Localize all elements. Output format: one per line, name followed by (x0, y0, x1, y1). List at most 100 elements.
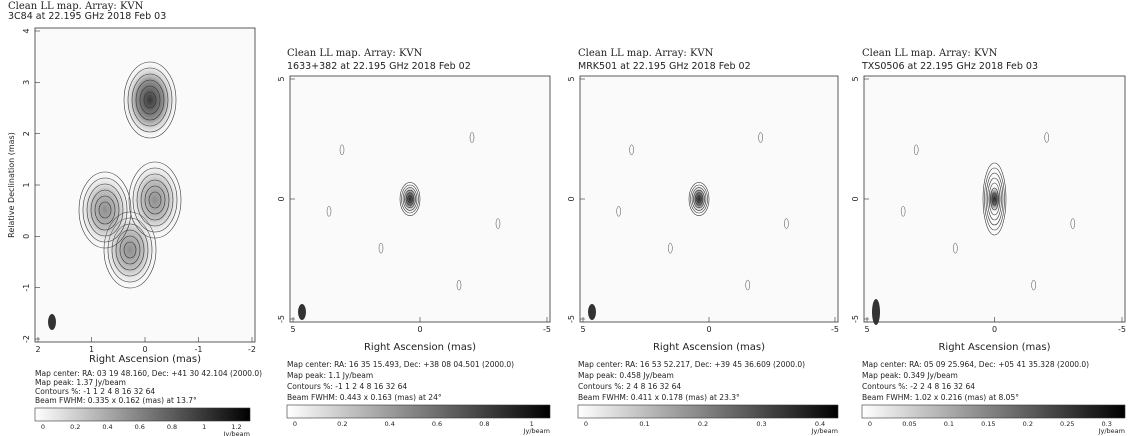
contour (144, 185, 166, 215)
source-glow (127, 160, 183, 240)
beam (872, 299, 880, 325)
y-tick-label: -5 (567, 315, 576, 323)
colorbar-tick: 0.2 (70, 423, 80, 431)
contour (378, 242, 384, 254)
x-tick-label: 0 (142, 345, 147, 354)
contour (988, 182, 1001, 216)
x-tick-label: 0 (992, 325, 997, 334)
panel-subtitle: TXS0506 at 22.195 GHz 2018 Feb 03 (861, 61, 1038, 72)
contour (115, 229, 145, 271)
map-info: Map peak: 0.458 Jy/beam (578, 371, 674, 380)
x-tick-label: 5 (580, 325, 585, 334)
contour (405, 192, 415, 206)
contour (339, 144, 345, 156)
contour (123, 61, 177, 139)
colorbar-unit: Jy/beam (1098, 427, 1125, 435)
colorbar-unit: Jy/beam (811, 427, 838, 435)
panel-subtitle: 3C84 at 22.195 GHz 2018 Feb 03 (8, 11, 166, 22)
contour (326, 206, 332, 217)
colorbar-tick: 0.4 (385, 420, 395, 428)
contour (407, 195, 413, 203)
contour (401, 184, 419, 214)
contour (119, 235, 141, 265)
contour (94, 195, 116, 225)
colorbar-tick: 0.05 (902, 420, 916, 428)
colorbar-tick: 0.8 (167, 423, 177, 431)
y-tick-label: 0 (851, 196, 860, 201)
colorbar (286, 404, 551, 419)
contour (148, 191, 162, 209)
contour (86, 183, 124, 237)
contour (127, 67, 173, 133)
colorbar-tick: 0.2 (337, 420, 347, 428)
contour (404, 189, 416, 209)
map-info: Beam FWHM: 0.443 x 0.163 (mas) at 24° (287, 393, 442, 402)
contour (402, 187, 418, 211)
colorbar (861, 404, 1126, 419)
y-axis-label: Relative Declination (mas) (7, 132, 16, 238)
panel-title: Clean LL map. Array: KVN (287, 48, 423, 59)
colorbar-tick: 0 (584, 420, 588, 428)
contour (123, 241, 137, 259)
colorbar-tick: 0.8 (479, 420, 489, 428)
contour (1044, 132, 1049, 143)
contour (758, 132, 763, 143)
y-tick-label: -5 (277, 315, 286, 323)
beam (588, 304, 596, 320)
colorbar-unit: Jy/beam (523, 427, 550, 435)
y-tick-label: 5 (851, 76, 860, 81)
contour (900, 206, 906, 217)
contour (495, 218, 501, 229)
contour (691, 187, 707, 211)
contour (136, 173, 174, 227)
contour (987, 177, 1002, 221)
contour (690, 184, 708, 214)
y-tick-label: -5 (851, 315, 860, 323)
x-tick-label: 0 (706, 325, 711, 334)
x-tick-label: 2 (35, 345, 40, 354)
x-axis-label: Right Ascension (mas) (653, 342, 765, 353)
colorbar-tick: 0.1 (944, 420, 954, 428)
y-tick-label: 0 (567, 196, 576, 201)
y-tick-label: -1 (22, 284, 31, 292)
source-glow (986, 185, 1003, 213)
source-glow (122, 60, 178, 140)
contour (629, 144, 634, 156)
contour (668, 242, 673, 254)
source-glow (402, 185, 418, 213)
x-tick-label: -5 (831, 325, 839, 334)
x-axis-label: Right Ascension (mas) (938, 342, 1050, 353)
colorbar-tick: 0.4 (102, 423, 112, 431)
colorbar (577, 404, 839, 419)
colorbar-tick: 0.6 (432, 420, 442, 428)
map-panel: Clean LL map. Array: KVN 1633+382 at 22.1… (277, 48, 551, 435)
contour (98, 201, 112, 219)
y-tick-label: 3 (22, 80, 31, 85)
colorbar-tick: 0.25 (1060, 420, 1074, 428)
map-panel: Clean LL map. Array: KVN MRK501 at 22.195… (567, 48, 839, 435)
source-glow (691, 185, 707, 213)
colorbar-tick: 0 (41, 423, 45, 431)
source-glow (77, 170, 133, 250)
colorbar-tick: 0.2 (698, 420, 708, 428)
map-info: Beam FWHM: 0.411 x 0.178 (mas) at 23.3° (578, 393, 740, 402)
colorbar-tick: 0.15 (981, 420, 995, 428)
contour (1031, 279, 1036, 291)
colorbar-tick: 0.2 (1023, 420, 1033, 428)
contour (78, 171, 132, 249)
contour (913, 144, 919, 156)
contour (696, 195, 702, 203)
contour (745, 279, 750, 291)
contour (693, 189, 705, 209)
y-tick-label: 5 (277, 76, 286, 81)
x-tick-label: 5 (290, 325, 295, 334)
map-info: Map peak: 1.1 Jy/beam (287, 371, 373, 380)
colorbar-unit: Jy/beam (223, 430, 250, 436)
x-tick-label: -2 (248, 345, 256, 354)
colorbar (34, 407, 251, 422)
y-tick-label: 4 (22, 28, 31, 33)
contour (469, 132, 475, 143)
colorbar-tick: 1.2 (231, 423, 241, 431)
